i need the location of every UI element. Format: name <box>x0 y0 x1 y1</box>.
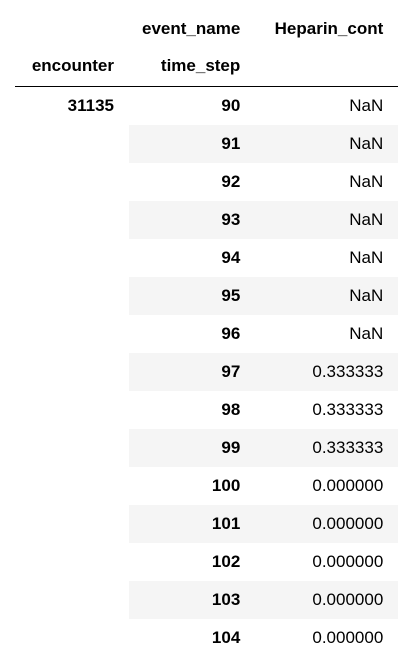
header-row-columns: event_name Heparin_cont <box>15 12 398 46</box>
row-encounter-index <box>15 504 129 543</box>
table-row: 102 0.000000 <box>15 542 398 581</box>
row-time-step-index: 104 <box>211 627 241 647</box>
table-row: 97 0.333333 <box>15 352 399 391</box>
row-time-step-index: 95 <box>129 276 256 315</box>
heparin-value-cell: 0.000000 <box>312 475 384 495</box>
table-row: 99 0.333333 <box>15 428 399 467</box>
row-time-step-index: 98 <box>221 399 241 419</box>
row-encounter-index <box>15 200 129 239</box>
header-blank-cell <box>255 46 399 87</box>
table-row: 104 0.000000 <box>15 618 398 657</box>
row-encounter-index <box>15 580 129 619</box>
row-time-step-index: 94 <box>221 247 241 267</box>
table-row: 95 NaN <box>15 276 399 315</box>
header-corner-blank <box>15 12 129 46</box>
heparin-value-cell: 0.333333 <box>255 352 399 391</box>
row-encounter-index <box>15 618 129 657</box>
heparin-value-cell: NaN <box>349 171 384 191</box>
row-encounter-index <box>15 238 129 277</box>
heparin-value-cell: NaN <box>255 276 399 315</box>
heparin-value-cell: NaN <box>349 95 384 115</box>
table-row: 91 NaN <box>15 124 399 163</box>
column-header-heparin: Heparin_cont <box>274 19 384 38</box>
index-name-time-step: time_step <box>129 46 256 87</box>
row-encounter-index <box>15 162 129 201</box>
row-encounter-index <box>15 542 129 581</box>
row-time-step-index: 93 <box>129 200 256 239</box>
row-time-step-index: 92 <box>221 171 241 191</box>
row-time-step-index: 103 <box>129 580 256 619</box>
row-time-step-index: 90 <box>221 95 241 115</box>
row-time-step-index: 102 <box>211 551 241 571</box>
heparin-value-cell: 0.000000 <box>312 627 384 647</box>
table-row: 96 NaN <box>15 314 398 353</box>
row-encounter-index <box>15 124 129 163</box>
heparin-value-cell: 0.333333 <box>255 428 399 467</box>
row-encounter-index <box>15 276 129 315</box>
row-time-step-index: 96 <box>221 323 241 343</box>
heparin-value-cell: NaN <box>255 200 399 239</box>
row-time-step-index: 101 <box>129 504 256 543</box>
heparin-value-cell: 0.000000 <box>312 551 384 571</box>
table-row: 93 NaN <box>15 200 399 239</box>
row-time-step-index: 97 <box>129 352 256 391</box>
row-encounter-index <box>15 390 129 429</box>
table-row: 100 0.000000 <box>15 466 398 505</box>
heparin-value-cell: 0.000000 <box>255 504 399 543</box>
table-body: 31135 90 NaN 91 NaN 92 NaN 93 NaN 94 NaN 95 NaN 96 NaN… <box>15 86 399 657</box>
table-row: 94 NaN <box>15 238 398 277</box>
header-row-index-names: encounter time_step <box>15 46 399 87</box>
table-row: 92 NaN <box>15 162 398 201</box>
table-header: event_name Heparin_cont encounter time_s… <box>15 12 399 87</box>
row-time-step-index: 100 <box>211 475 241 495</box>
index-name-encounter: encounter <box>15 46 129 87</box>
dataframe-table: event_name Heparin_cont encounter time_s… <box>15 12 399 657</box>
heparin-value-cell: NaN <box>349 247 384 267</box>
row-encounter-index <box>15 466 129 505</box>
row-time-step-index: 91 <box>129 124 256 163</box>
row-encounter-index <box>15 428 129 467</box>
table-row: 31135 90 NaN <box>15 86 398 125</box>
row-time-step-index: 99 <box>129 428 256 467</box>
row-encounter-index <box>15 352 129 391</box>
table-row: 103 0.000000 <box>15 580 399 619</box>
row-encounter-index: 31135 <box>15 86 129 125</box>
table-row: 98 0.333333 <box>15 390 398 429</box>
heparin-value-cell: 0.333333 <box>312 399 384 419</box>
row-encounter-index <box>15 314 129 353</box>
columns-level-name: event_name <box>142 19 241 38</box>
heparin-value-cell: NaN <box>349 323 384 343</box>
heparin-value-cell: NaN <box>255 124 399 163</box>
table-row: 101 0.000000 <box>15 504 399 543</box>
heparin-value-cell: 0.000000 <box>255 580 399 619</box>
